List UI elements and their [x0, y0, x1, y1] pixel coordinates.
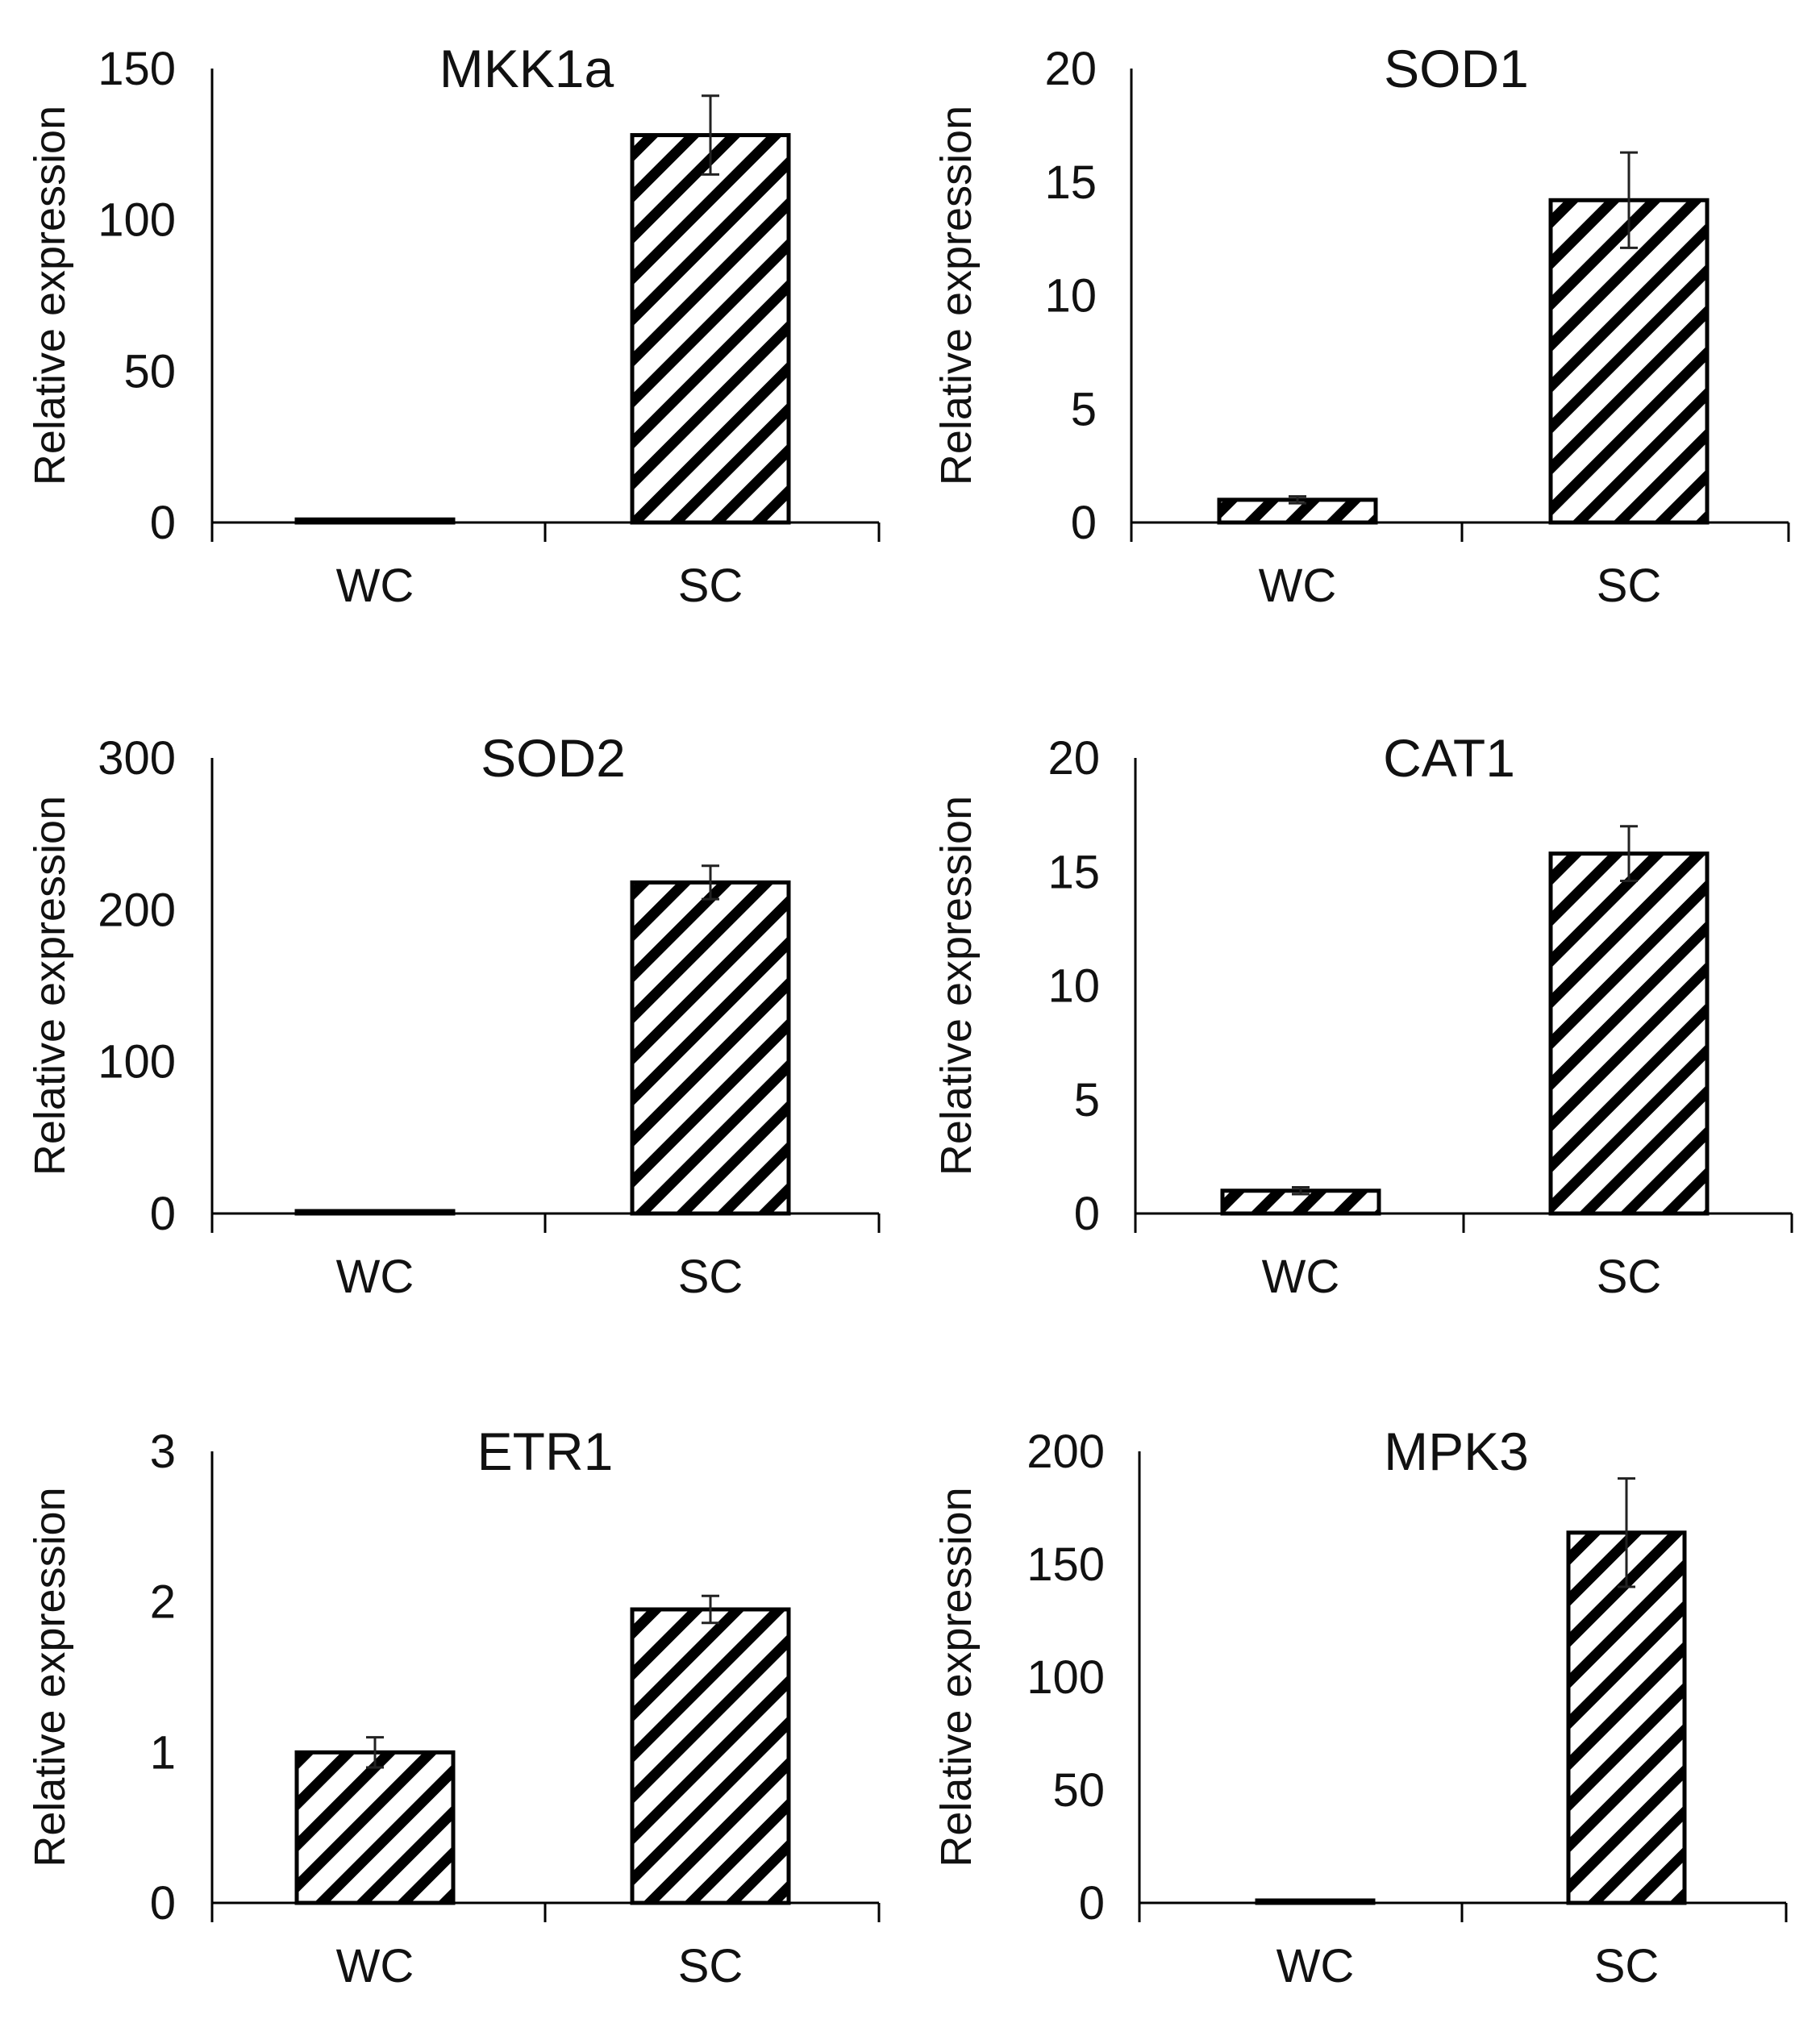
x-category-label: SC: [1597, 560, 1662, 612]
y-tick-label: 20: [1047, 732, 1100, 785]
error-bar-wc: [1289, 495, 1306, 505]
error-bar-sc: [702, 94, 719, 176]
chart-title: CAT1: [1383, 728, 1515, 788]
x-category-label: SC: [1594, 1940, 1660, 1992]
x-category-label: SC: [678, 1251, 743, 1303]
y-tick-label: 150: [98, 43, 176, 95]
bar-sc: [1566, 1530, 1687, 1905]
x-category-label: WC: [336, 1251, 414, 1303]
y-tick-label: 0: [1074, 1188, 1100, 1240]
y-tick-label: 0: [1071, 497, 1097, 549]
y-tick-label: 100: [98, 194, 176, 247]
y-tick-label: 50: [1052, 1764, 1105, 1817]
x-category-label: WC: [336, 560, 414, 612]
chart-mpk3: MPK3 Relative expression 0 50 100 150 200 WC SC: [932, 1422, 1788, 1992]
chart-title: SOD1: [1384, 39, 1529, 98]
chart-etr1: ETR1 Relative expression 0 1 2 3 WC SC: [26, 1422, 881, 1992]
error-bar-sc: [1620, 825, 1638, 883]
x-category-label: SC: [678, 1940, 743, 1992]
y-axis-label: Relative expression: [932, 106, 981, 485]
y-tick-label: 0: [150, 497, 176, 549]
y-tick-label: 150: [1027, 1538, 1105, 1591]
y-tick-label: 15: [1044, 156, 1097, 209]
error-bar-sc: [702, 864, 719, 901]
bar-wc: [1255, 1898, 1376, 1905]
bar-sc: [1548, 198, 1710, 525]
y-tick-label: 200: [1027, 1426, 1105, 1478]
x-category-label: WC: [1276, 1940, 1355, 1992]
x-category-label: WC: [1259, 560, 1337, 612]
x-category-label: SC: [678, 560, 743, 612]
bar-wc: [294, 517, 456, 525]
chart-title: SOD2: [481, 728, 626, 788]
bar-sc: [1548, 851, 1710, 1216]
y-tick-label: 1: [150, 1726, 176, 1779]
bar-sc: [630, 1607, 791, 1905]
y-tick-label: 0: [150, 1188, 176, 1240]
error-bar-sc: [702, 1594, 719, 1625]
y-axis-label: Relative expression: [932, 1487, 981, 1867]
y-tick-label: 2: [150, 1576, 176, 1629]
chart-title: ETR1: [477, 1422, 614, 1481]
chart-cat1: CAT1 Relative expression 0 5 10 15 20 WC SC: [932, 728, 1793, 1303]
chart-sod1: SOD1 Relative expression 0 5 10 15 20 WC SC: [932, 39, 1790, 612]
y-tick-label: 200: [98, 884, 176, 936]
y-tick-label: 10: [1047, 960, 1100, 1013]
x-category-label: SC: [1597, 1251, 1662, 1303]
y-tick-label: 5: [1074, 1074, 1100, 1126]
y-axis-label: Relative expression: [932, 796, 981, 1176]
bar-wc: [294, 1209, 456, 1216]
y-tick-label: 50: [123, 345, 176, 398]
y-tick-label: 3: [150, 1426, 176, 1478]
chart-title: MKK1a: [439, 39, 614, 98]
y-tick-label: 100: [1027, 1651, 1105, 1704]
y-tick-label: 300: [98, 732, 176, 785]
y-tick-label: 0: [1079, 1877, 1105, 1929]
y-axis-label: Relative expression: [26, 796, 74, 1176]
chart-mkk1a: MKK1a Relative expression 0 50 100 150 WC SC: [26, 39, 881, 612]
error-bar-wc: [366, 1736, 384, 1769]
y-tick-label: 5: [1071, 383, 1097, 435]
bar-wc: [294, 1750, 456, 1905]
chart-sod2: SOD2 Relative expression 0 100 200 300 WC SC: [26, 728, 881, 1303]
error-bar-sc: [1620, 151, 1638, 249]
bar-sc: [630, 880, 791, 1216]
y-tick-label: 0: [150, 1877, 176, 1929]
y-tick-label: 100: [98, 1036, 176, 1089]
y-tick-label: 15: [1047, 846, 1100, 898]
x-category-label: WC: [336, 1940, 414, 1992]
error-bar-wc: [1292, 1186, 1310, 1196]
x-category-label: WC: [1262, 1251, 1340, 1303]
y-axis-label: Relative expression: [26, 106, 74, 485]
chart-title: MPK3: [1384, 1422, 1529, 1481]
y-tick-label: 20: [1044, 43, 1097, 95]
y-tick-label: 10: [1044, 270, 1097, 323]
error-bar-sc: [1618, 1477, 1635, 1588]
bar-sc: [630, 133, 791, 525]
y-axis-label: Relative expression: [26, 1487, 74, 1867]
